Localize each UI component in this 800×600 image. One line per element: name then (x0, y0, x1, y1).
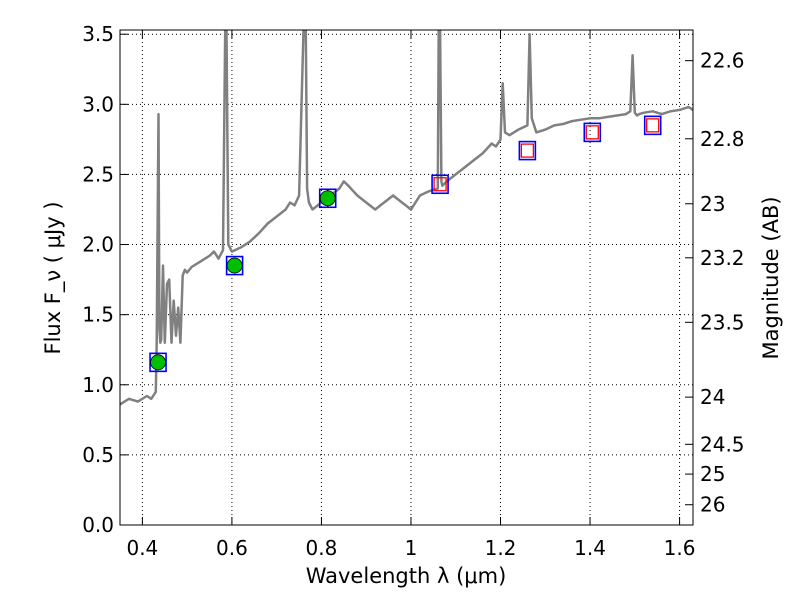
x-tick-label: 1.6 (664, 536, 696, 560)
y2-axis-title: Magnitude (AB) (759, 196, 783, 359)
y-tick-label: 1.5 (82, 303, 114, 327)
model-photometry-square (149, 352, 167, 373)
y2-tick-label: 22.8 (700, 127, 745, 151)
model-photometry-square (583, 122, 602, 143)
x-tick-label: 0.4 (126, 536, 158, 560)
grid-lines (120, 30, 693, 526)
model-photometry-square (518, 140, 537, 161)
x-tick-label: 1 (405, 536, 418, 560)
y-axis-title: Flux F_ν ( μJy ) (41, 201, 66, 354)
predicted-photometry-square (646, 118, 660, 133)
observed-photometry-point (150, 354, 166, 371)
model-photometry-square (643, 115, 662, 136)
model-photometry-square (225, 255, 244, 276)
y-tick-label: 1.0 (82, 373, 114, 397)
observed-photometry-point (226, 257, 243, 274)
y-tick-label: 2.5 (82, 162, 114, 186)
y2-tick-label: 23.5 (700, 310, 745, 334)
predicted-photometry-square (585, 125, 599, 140)
y-tick-label: 2.0 (82, 233, 114, 257)
predicted-photometry-square (433, 177, 447, 192)
x-tick-label: 0.6 (216, 536, 248, 560)
data-series (120, 30, 693, 406)
plot-frame (119, 29, 694, 526)
model-photometry-square (431, 174, 449, 195)
axis-ticks: 0.4 0.6 0.8 1 1.2 1.4 1.6 0.0 0.5 1.0 1.5 2.0 2.5 3.0… (82, 22, 744, 560)
y-tick-label: 0.0 (82, 513, 114, 537)
y-tick-label: 3.0 (82, 92, 114, 116)
y2-tick-label: 24.5 (700, 432, 745, 456)
x-tick-label: 1.4 (574, 536, 606, 560)
y2-tick-label: 26 (700, 493, 725, 517)
y2-tick-label: 22.6 (700, 49, 745, 73)
x-tick-label: 0.8 (306, 536, 338, 560)
predicted-photometry-square (520, 143, 535, 158)
sed-model-line (120, 30, 693, 406)
plot-background (120, 30, 693, 525)
y2-tick-label: 23 (700, 192, 725, 216)
y-tick-label: 3.5 (82, 22, 114, 46)
y2-tick-label: 25 (700, 462, 725, 486)
observed-photometry-point (319, 190, 336, 207)
x-tick-label: 1.2 (485, 536, 517, 560)
y2-tick-label: 23.2 (700, 246, 745, 270)
y-tick-label: 0.5 (82, 443, 114, 467)
y2-tick-label: 24 (700, 385, 725, 409)
model-photometry-square (318, 188, 337, 209)
x-axis-title: Wavelength λ (μm) (306, 564, 507, 588)
